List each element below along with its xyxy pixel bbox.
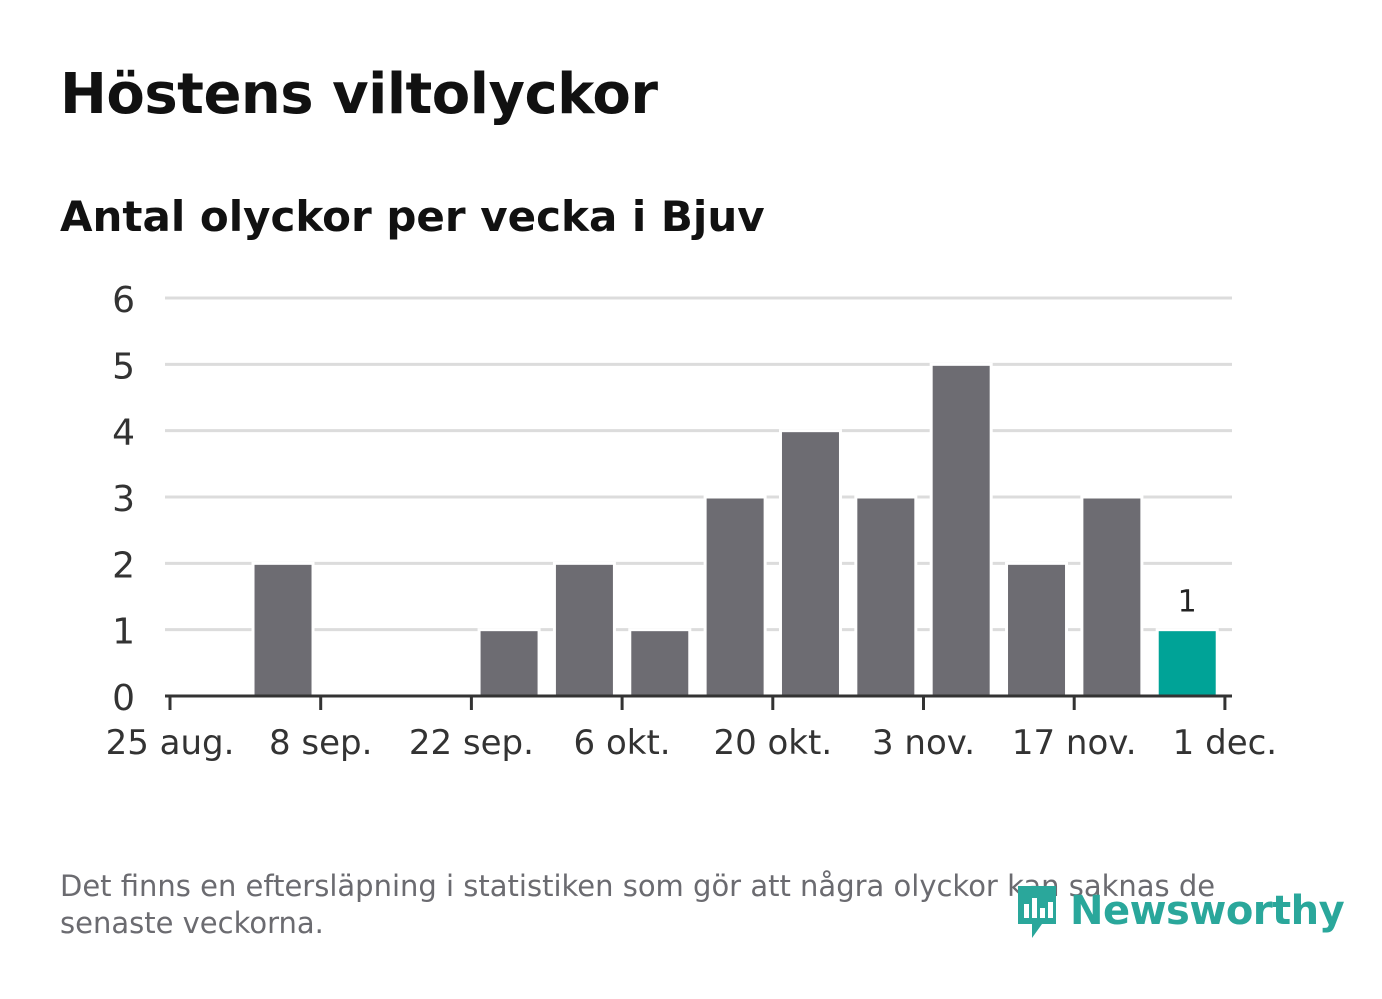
x-tick-label: 20 okt. <box>713 723 832 763</box>
chart-title: Höstens viltolyckor <box>60 62 658 127</box>
y-tick-label: 3 <box>112 479 135 520</box>
bar <box>854 495 918 698</box>
bar-highlight <box>1155 628 1219 698</box>
bar <box>1005 561 1069 698</box>
newsworthy-logo-text: Newsworthy <box>1070 888 1345 934</box>
x-tick-label: 8 sep. <box>269 723 372 763</box>
x-tick-label: 22 sep. <box>409 723 534 763</box>
bar <box>929 362 993 698</box>
bar <box>251 561 315 698</box>
data-label: 1 <box>1178 585 1197 620</box>
y-tick-label: 1 <box>112 612 135 653</box>
x-tick-label: 25 aug. <box>106 723 235 763</box>
chart-subtitle: Antal olyckor per vecka i Bjuv <box>60 192 765 241</box>
newsworthy-logo-icon <box>1018 886 1056 938</box>
newsworthy-logo: Newsworthy <box>1012 880 1345 942</box>
bar <box>552 561 616 698</box>
y-tick-label: 0 <box>112 678 135 719</box>
x-tick-label: 17 nov. <box>1012 723 1137 763</box>
y-tick-label: 2 <box>112 545 135 586</box>
bar <box>703 495 767 698</box>
x-tick-label: 6 okt. <box>574 723 671 763</box>
bar <box>628 628 692 698</box>
y-tick-label: 5 <box>112 346 135 387</box>
x-tick-label: 3 nov. <box>872 723 975 763</box>
bar <box>778 429 842 698</box>
bar-chart: 0 1 2 3 4 5 6 1 25 aug. 8 sep. 22 sep. 6 okt. 20 okt… <box>106 280 1278 763</box>
y-tick-label: 6 <box>112 280 135 321</box>
y-tick-label: 4 <box>112 413 135 454</box>
x-tick-label: 1 dec. <box>1173 723 1277 763</box>
bar <box>477 628 541 698</box>
bar <box>1080 495 1144 698</box>
